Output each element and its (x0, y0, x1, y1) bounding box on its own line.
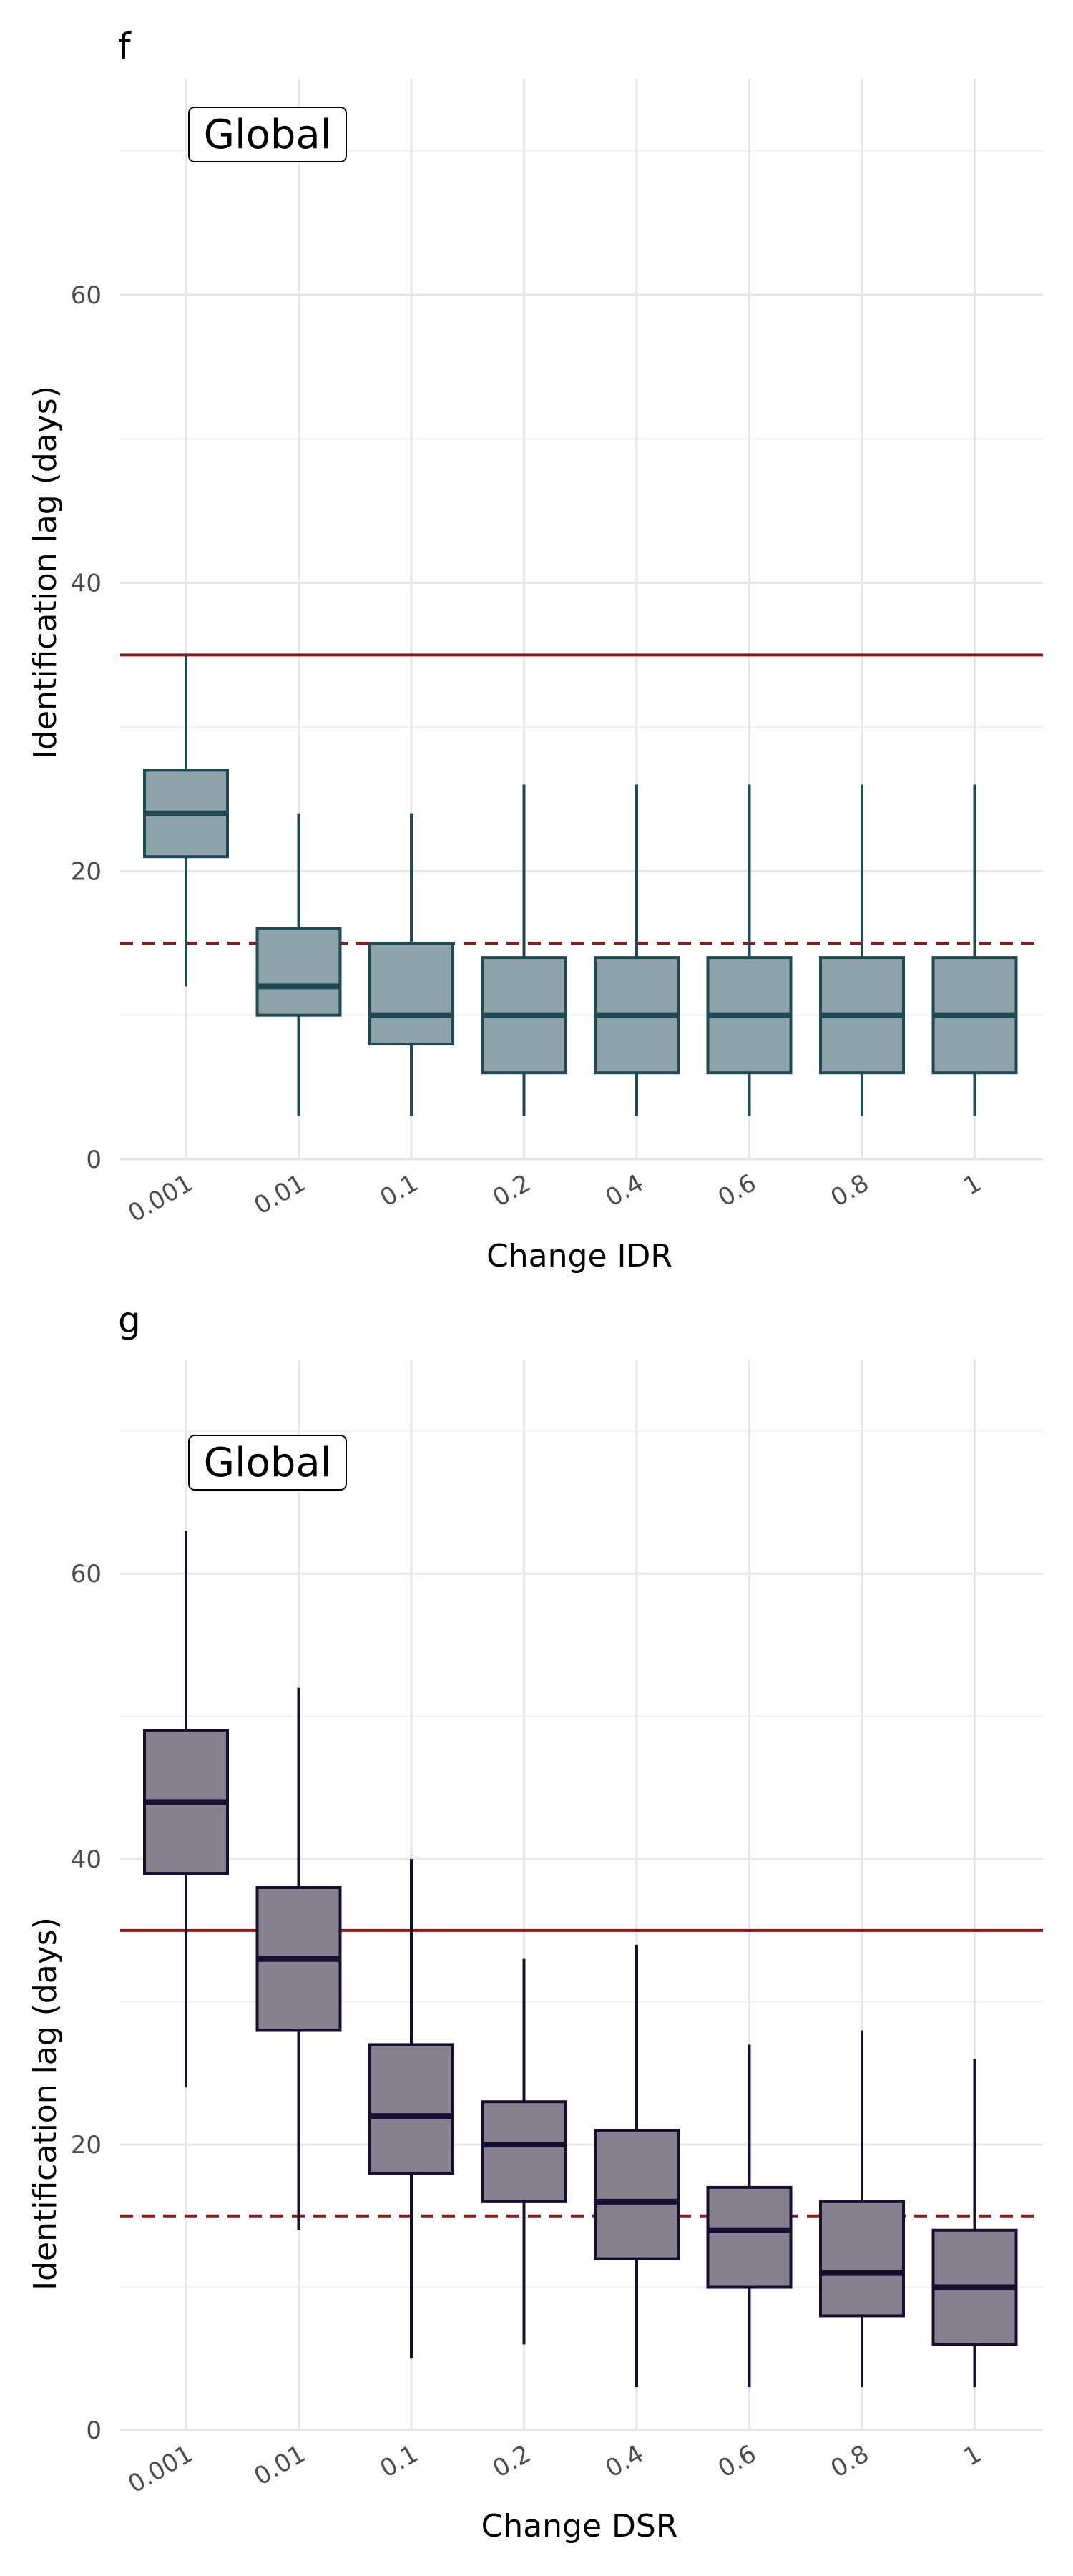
x-tick-label: 0.01 (249, 2439, 310, 2491)
boxplot (368, 813, 454, 1116)
boxplot (706, 2044, 793, 2388)
x-tick-label: 0.001 (123, 1169, 197, 1228)
y-axis-ticks: 0 20 40 60 (71, 281, 102, 1174)
x-tick-label: 0.6 (713, 2439, 761, 2484)
box (706, 2185, 793, 2289)
x-tick-label: 0.4 (601, 1169, 649, 1213)
x-axis-label: Change DSR (481, 2508, 678, 2545)
x-tick-label: 0.8 (826, 2439, 874, 2484)
x-axis-ticks: 0.001 0.01 0.1 0.2 0.4 0.6 0.8 1 (123, 1169, 986, 1228)
panel-g-chart: g 0 20 40 60 0.001 0.01 0.1 0.2 0.4 0.6 0.8 1 Glob… (27, 1299, 1043, 2545)
boxplot (481, 784, 567, 1116)
y-tick-label: 40 (71, 570, 102, 598)
boxplot (143, 655, 229, 987)
x-tick-label: 0.4 (601, 2439, 649, 2484)
boxplots (143, 655, 1018, 1116)
x-tick-label: 0.8 (826, 1169, 874, 1213)
box (594, 2129, 680, 2260)
boxplot (368, 1859, 454, 2359)
box (368, 942, 454, 1045)
boxplot (481, 1958, 567, 2345)
box (368, 2043, 454, 2175)
x-tick-label: 0.1 (376, 2439, 423, 2484)
region-label: Global (204, 112, 332, 158)
x-axis-ticks: 0.001 0.01 0.1 0.2 0.4 0.6 0.8 1 (123, 2439, 986, 2499)
y-tick-label: 0 (86, 2416, 102, 2445)
x-tick-label: 0.1 (376, 1169, 423, 1213)
boxplot (255, 813, 342, 1116)
x-axis-label: Change IDR (486, 1238, 672, 1274)
y-tick-label: 0 (86, 1146, 102, 1174)
x-tick-label: 0.01 (249, 1169, 310, 1220)
boxplot (594, 1944, 680, 2388)
y-tick-label: 60 (71, 281, 102, 310)
reference-lines (120, 653, 1043, 945)
panel-f-chart: f 0 20 40 60 0.001 0.01 0.1 0.2 0.4 0.6 0.8 1 Glob… (27, 26, 1043, 1274)
region-label: Global (204, 1440, 332, 1486)
y-tick-label: 20 (71, 857, 102, 886)
box (819, 2200, 905, 2318)
x-tick-label: 1 (959, 2439, 986, 2472)
boxplot (255, 1687, 342, 2230)
boxplot (706, 784, 793, 1116)
panel-tag: f (118, 26, 132, 67)
box (481, 2100, 567, 2203)
y-tick-label: 60 (71, 1560, 102, 1589)
boxplot (931, 784, 1018, 1116)
region-label-box: Global (188, 107, 347, 162)
y-tick-label: 20 (71, 2131, 102, 2160)
boxplot (819, 784, 905, 1116)
x-tick-label: 0.001 (123, 2439, 197, 2499)
x-tick-label: 0.2 (488, 2439, 536, 2484)
boxplot (819, 2030, 905, 2388)
x-tick-label: 0.6 (713, 1169, 761, 1213)
x-tick-label: 1 (959, 1169, 986, 1201)
boxplot (931, 2059, 1018, 2388)
y-tick-label: 40 (71, 1845, 102, 1874)
boxplot (594, 784, 680, 1116)
y-axis-ticks: 0 20 40 60 (71, 1560, 102, 2445)
region-label-box: Global (188, 1435, 347, 1491)
x-tick-label: 0.2 (488, 1169, 536, 1213)
y-axis-label: Identification lag (days) (27, 1917, 64, 2290)
box (255, 927, 342, 1017)
panel-tag: g (118, 1299, 141, 1341)
y-axis-label: Identification lag (days) (27, 386, 64, 759)
boxplot (143, 1531, 229, 2088)
boxplots (143, 1531, 1018, 2388)
